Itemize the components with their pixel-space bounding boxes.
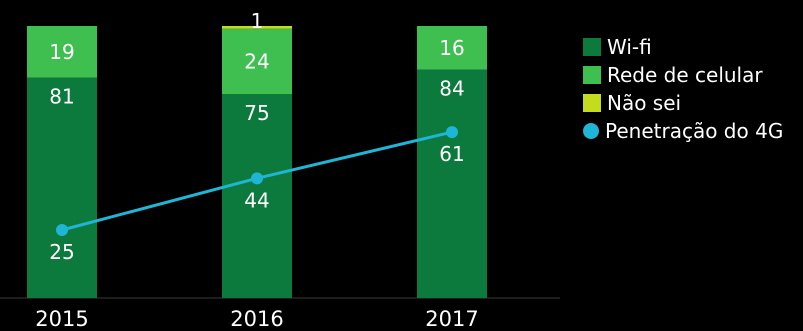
legend-dot-4g — [583, 123, 599, 139]
data-label-4g-2017: 61 — [439, 142, 464, 166]
data-label-4g-2015: 25 — [49, 240, 74, 264]
data-label-rede-2015: 19 — [49, 40, 74, 64]
bar-segment-2015-1 — [27, 26, 97, 78]
legend-label-4g: Penetração do 4G — [605, 119, 784, 143]
legend-item-rede-celular: Rede de celular — [583, 61, 801, 89]
x-tick-label-2016: 2016 — [230, 307, 283, 331]
bar-segment-2017-1 — [417, 26, 487, 70]
line-point-4g-2015 — [56, 224, 68, 236]
legend-item-wifi: Wi-fi — [583, 33, 801, 61]
data-label-4g-2016: 44 — [244, 188, 269, 212]
bar-segment-2016-1 — [222, 28, 292, 94]
bar-segment-2017-0 — [417, 69, 487, 299]
legend-label-nao-sei: Não sei — [607, 91, 682, 115]
legend-label-rede-celular: Rede de celular — [607, 63, 763, 87]
data-label-rede-2017: 16 — [439, 36, 464, 60]
data-label-nao-sei-2016: 1 — [251, 9, 264, 33]
legend-item-nao-sei: Não sei — [583, 89, 801, 117]
data-label-wifi-2015: 81 — [49, 85, 74, 109]
data-label-wifi-2017: 84 — [439, 77, 464, 101]
data-label-rede-2016: 24 — [244, 49, 269, 73]
bar-segment-2015-0 — [27, 77, 97, 299]
legend-item-4g: Penetração do 4G — [583, 117, 801, 145]
legend-swatch-nao-sei — [583, 94, 601, 112]
bar-segment-2016-0 — [222, 94, 292, 298]
legend-label-wifi: Wi-fi — [607, 35, 652, 59]
line-point-4g-2016 — [251, 172, 263, 185]
legend: Wi-fi Rede de celular Não sei Penetração… — [583, 33, 801, 145]
x-tick-label-2017: 2017 — [425, 307, 478, 331]
data-label-wifi-2016: 75 — [244, 101, 269, 125]
line-point-4g-2017 — [446, 126, 458, 139]
legend-swatch-rede-celular — [583, 66, 601, 84]
x-tick-label-2015: 2015 — [35, 307, 88, 331]
legend-swatch-wifi — [583, 38, 601, 56]
bar-segment-2016-2 — [222, 26, 292, 29]
